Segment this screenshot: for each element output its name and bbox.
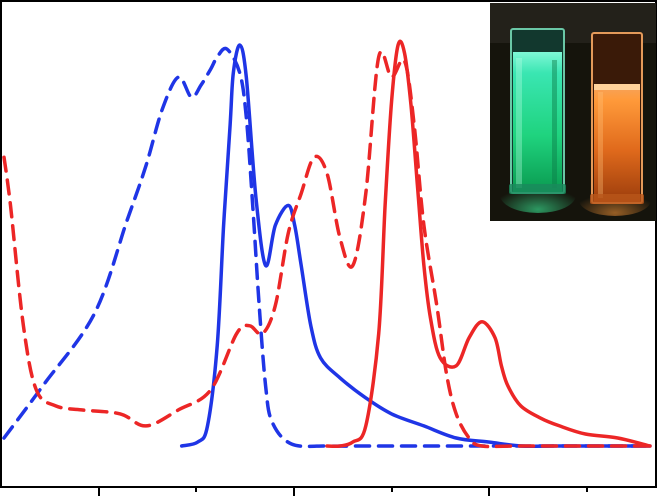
orange-cuvette [579, 32, 651, 216]
plot-frame [0, 0, 657, 488]
series-red-solid [325, 39, 652, 449]
x-axis-ticks [98, 487, 588, 496]
green-cuvette [500, 28, 576, 213]
series-group [2, 39, 652, 449]
series-red-dashed [2, 50, 652, 449]
series-blue-dashed [2, 46, 652, 449]
inset-photo [490, 3, 656, 221]
series-blue-solid [179, 43, 652, 449]
